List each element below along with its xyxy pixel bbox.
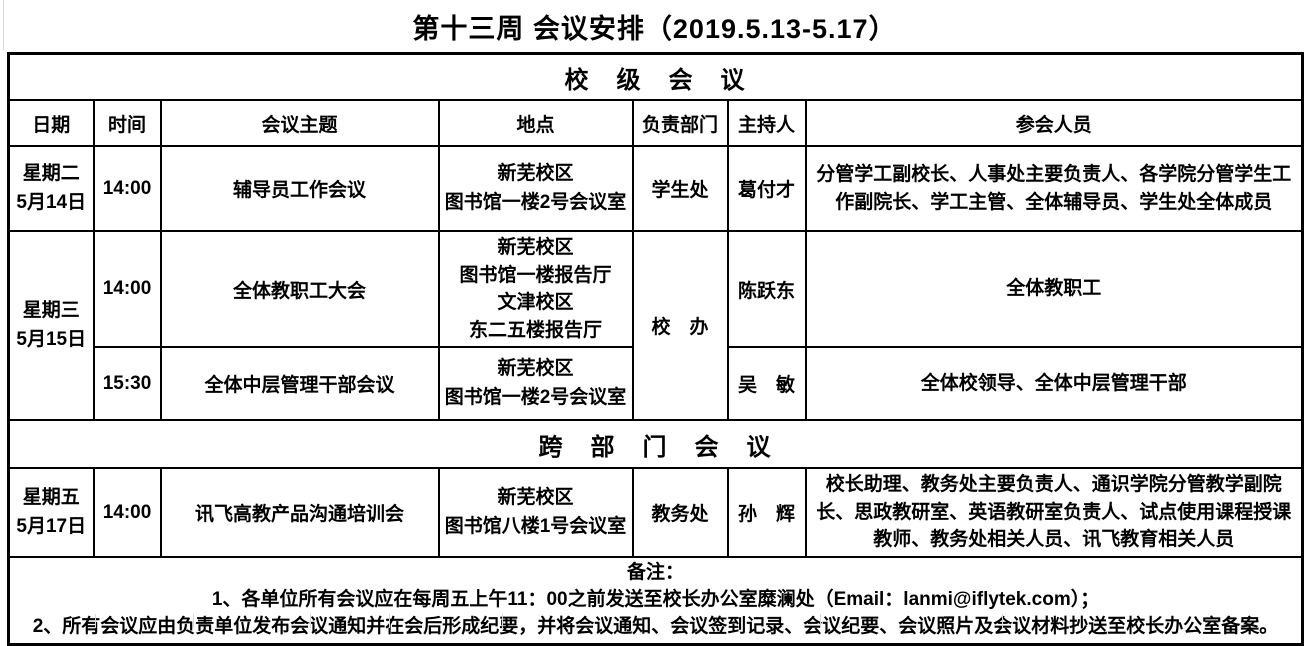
excel-gridline xyxy=(3,0,4,50)
section-header-cross-department: 跨 部 门 会 议 xyxy=(7,419,1304,470)
table-row: 星期二 5月14日 14:00 辅导员工作会议 新芜校区 图书馆一楼2号会议室 … xyxy=(7,145,1304,232)
col-header-participants[interactable]: 参会人员 xyxy=(804,99,1304,147)
col-header-host[interactable]: 主持人 xyxy=(726,99,807,147)
excel-gridline xyxy=(193,614,194,628)
note-item-1: 1、各单位所有会议应在每周五上午11：00之前发送至校长办公室糜澜处（Email… xyxy=(211,588,1100,610)
cell-host[interactable]: 孙 辉 xyxy=(726,467,807,558)
excel-gridline xyxy=(310,614,311,628)
notes-row: 备注： 1、各单位所有会议应在每周五上午11：00之前发送至校长办公室糜澜处（E… xyxy=(7,555,1304,646)
meeting-schedule-table: 校 级 会 议 日期 时间 会议主题 地点 负责部门 主持人 参会人员 星期二 … xyxy=(7,52,1305,646)
cell-location[interactable]: 新芜校区 图书馆一楼2号会议室 xyxy=(437,145,634,232)
excel-gridline xyxy=(502,614,503,628)
cell-topic[interactable]: 讯飞高教产品沟通培训会 xyxy=(159,467,440,558)
cell-department[interactable]: 学生处 xyxy=(631,145,729,232)
cell-date[interactable]: 星期三 5月15日 xyxy=(7,229,95,422)
cell-participants[interactable]: 全体教职工 xyxy=(804,229,1304,349)
cell-date[interactable]: 星期二 5月14日 xyxy=(7,145,95,232)
cell-topic[interactable]: 全体教职工大会 xyxy=(159,229,440,349)
excel-gridline xyxy=(820,614,821,628)
cell-topic[interactable]: 全体中层管理干部会议 xyxy=(159,346,440,422)
column-header-row: 日期 时间 会议主题 地点 负责部门 主持人 参会人员 xyxy=(7,99,1304,147)
cell-location[interactable]: 新芜校区 图书馆八楼1号会议室 xyxy=(437,467,634,558)
cell-time[interactable]: 14:00 xyxy=(92,229,162,349)
page-title: 第十三周 会议安排（2019.5.13-5.17） xyxy=(412,14,897,44)
table-row: 15:30 全体中层管理干部会议 新芜校区 图书馆一楼2号会议室 吴 敏 全体校… xyxy=(9,346,1304,422)
note-item-2: 2、所有会议应由负责单位发布会议通知并在会后形成纪要，并将会议通知、会议签到记录… xyxy=(32,615,1279,637)
cell-department[interactable]: 教务处 xyxy=(631,467,729,558)
cell-location[interactable]: 新芜校区 图书馆一楼2号会议室 xyxy=(437,346,634,422)
cell-time[interactable]: 15:30 xyxy=(92,346,162,422)
notes-cell[interactable]: 备注： 1、各单位所有会议应在每周五上午11：00之前发送至校长办公室糜澜处（E… xyxy=(7,555,1304,646)
cell-department[interactable]: 校 办 xyxy=(631,229,729,422)
section-title: 校 级 会 议 xyxy=(7,52,1304,101)
notes-label: 备注： xyxy=(627,561,685,583)
table-row: 星期三 5月15日 14:00 全体教职工大会 新芜校区 图书馆一楼报告厅 文津… xyxy=(7,229,1304,422)
cell-host[interactable]: 吴 敏 xyxy=(726,346,807,422)
cell-host[interactable]: 葛付才 xyxy=(726,145,807,232)
cell-time[interactable]: 14:00 xyxy=(92,467,162,558)
cell-host[interactable]: 陈跃东 xyxy=(726,229,807,349)
excel-gridline xyxy=(95,614,96,628)
cell-participants[interactable]: 分管学工副校长、人事处主要负责人、各学院分管学生工作副院长、学工主管、全体辅导员… xyxy=(804,145,1304,232)
table-row: 星期五 5月17日 14:00 讯飞高教产品沟通培训会 新芜校区 图书馆八楼1号… xyxy=(7,467,1304,558)
cell-topic[interactable]: 辅导员工作会议 xyxy=(159,145,440,232)
excel-gridline xyxy=(1002,614,1003,628)
cell-participants[interactable]: 全体校领导、全体中层管理干部 xyxy=(804,346,1304,422)
col-header-topic[interactable]: 会议主题 xyxy=(159,99,440,147)
col-header-department[interactable]: 负责部门 xyxy=(631,99,729,147)
cell-location[interactable]: 新芜校区 图书馆一楼报告厅 文津校区 东二五楼报告厅 xyxy=(437,229,634,349)
col-header-date[interactable]: 日期 xyxy=(7,99,95,147)
excel-gridline xyxy=(389,614,390,628)
col-header-location[interactable]: 地点 xyxy=(437,99,634,147)
cell-time[interactable]: 14:00 xyxy=(92,145,162,232)
cell-participants[interactable]: 校长助理、教务处主要负责人、通识学院分管教学副院长、思政教研室、英语教研室负责人… xyxy=(804,467,1304,558)
section-title: 跨 部 门 会 议 xyxy=(7,419,1304,470)
section-header-school-level: 校 级 会 议 xyxy=(7,52,1304,101)
cell-date[interactable]: 星期五 5月17日 xyxy=(7,467,95,558)
col-header-time[interactable]: 时间 xyxy=(92,99,162,147)
